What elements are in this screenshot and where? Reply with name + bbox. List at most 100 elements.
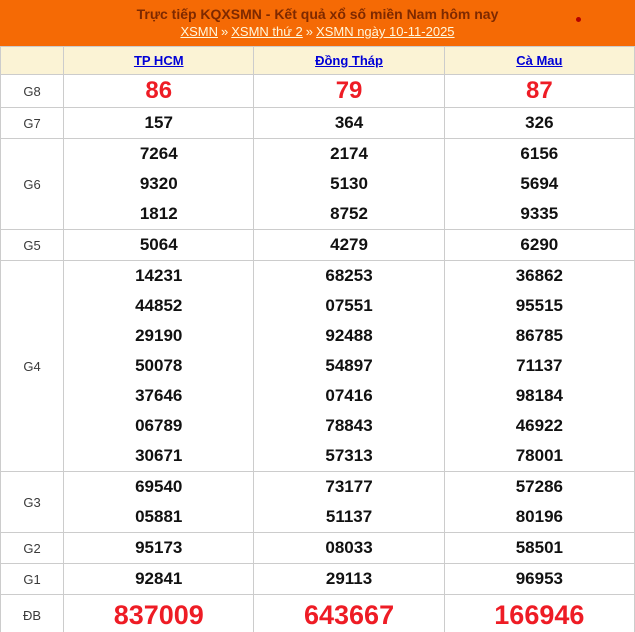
column-header-tphcm: TP HCM xyxy=(63,46,255,75)
result-cell-g8-col0: 86 xyxy=(63,74,255,108)
live-indicator-dot xyxy=(576,17,581,22)
result-number: 29190 xyxy=(135,326,183,345)
result-number: 05881 xyxy=(135,507,183,526)
prize-row-g5: G5 5064 4279 6290 xyxy=(0,229,635,261)
result-cell-g5-col1: 4279 xyxy=(253,229,445,261)
prize-label-g2: G2 xyxy=(0,532,65,564)
result-number: 78843 xyxy=(325,416,373,435)
result-cell-g5-col2: 6290 xyxy=(443,229,635,261)
result-cell-g8-col2: 87 xyxy=(443,74,635,108)
breadcrumb: XSMN» XSMN thứ 2» XSMN ngày 10-11-2025 xyxy=(0,23,635,41)
result-number: 166946 xyxy=(494,600,585,630)
result-number: 4279 xyxy=(330,235,368,254)
result-cell-g1-col0: 92841 xyxy=(63,563,255,595)
result-number: 7264 xyxy=(139,144,178,163)
column-header-dongthap: Đồng Tháp xyxy=(253,46,445,75)
breadcrumb-separator: » xyxy=(221,24,229,39)
prize-row-g6: G6 7264 9320 1812 2174 5130 8752 6156 5694 9335 xyxy=(0,138,635,230)
breadcrumb-link-xsmn-thu-2[interactable]: XSMN thứ 2 xyxy=(231,24,303,39)
result-number: 73177 xyxy=(325,477,373,496)
results-table: TP HCM Đồng Tháp Cà Mau G8 86 79 87 G7 157 364… xyxy=(0,46,635,632)
province-link-camau[interactable]: Cà Mau xyxy=(516,53,563,68)
result-number: 98184 xyxy=(515,386,563,405)
result-number: 30671 xyxy=(135,446,183,465)
result-number: 50078 xyxy=(135,356,183,375)
result-number: 46922 xyxy=(515,416,563,435)
result-number: 157 xyxy=(144,113,173,132)
result-number: 07416 xyxy=(325,386,373,405)
result-cell-g3-col0: 69540 05881 xyxy=(63,471,255,533)
result-cell-db-col1: 643667 xyxy=(253,594,445,632)
prize-row-g7: G7 157 364 326 xyxy=(0,107,635,139)
result-cell-g6-col2: 6156 5694 9335 xyxy=(443,138,635,230)
result-number: 5130 xyxy=(330,174,368,193)
result-number: 80196 xyxy=(515,507,563,526)
result-number: 57286 xyxy=(515,477,563,496)
column-header-camau: Cà Mau xyxy=(443,46,635,75)
result-number: 08033 xyxy=(325,538,373,557)
result-number: 8752 xyxy=(330,204,368,223)
prize-label-g8: G8 xyxy=(0,74,65,108)
result-number: 29113 xyxy=(325,569,373,588)
result-cell-g2-col0: 95173 xyxy=(63,532,255,564)
prize-row-g2: G2 95173 08033 58501 xyxy=(0,532,635,564)
header-bar: Trực tiếp KQXSMN - Kết quả xổ số miền Na… xyxy=(0,0,635,46)
breadcrumb-link-xsmn[interactable]: XSMN xyxy=(180,24,218,39)
result-number: 326 xyxy=(525,113,554,132)
result-cell-g3-col2: 57286 80196 xyxy=(443,471,635,533)
result-number: 37646 xyxy=(135,386,183,405)
prize-label-g1: G1 xyxy=(0,563,65,595)
result-number: 69540 xyxy=(135,477,183,496)
prize-label-db: ĐB xyxy=(0,594,65,632)
result-number: 57313 xyxy=(325,446,373,465)
result-cell-db-col0: 837009 xyxy=(63,594,255,632)
result-cell-g4-col2: 36862 95515 86785 71137 98184 46922 78001 xyxy=(443,260,635,472)
prize-row-db: ĐB 837009 643667 166946 xyxy=(0,594,635,632)
result-cell-g5-col0: 5064 xyxy=(63,229,255,261)
result-number: 71137 xyxy=(516,356,563,375)
prize-row-g4: G4 14231 44852 29190 50078 37646 06789 30671 682… xyxy=(0,260,635,472)
result-number: 54897 xyxy=(325,356,373,375)
result-cell-g1-col1: 29113 xyxy=(253,563,445,595)
result-number: 96953 xyxy=(515,569,563,588)
page-title: Trực tiếp KQXSMN - Kết quả xổ số miền Na… xyxy=(136,6,499,22)
result-cell-g4-col0: 14231 44852 29190 50078 37646 06789 30671 xyxy=(63,260,255,472)
result-number: 86785 xyxy=(515,326,563,345)
result-cell-db-col2: 166946 xyxy=(443,594,635,632)
result-number: 86 xyxy=(145,77,173,104)
province-link-tphcm[interactable]: TP HCM xyxy=(133,53,184,68)
result-number: 06789 xyxy=(135,416,183,435)
result-number: 6156 xyxy=(520,144,559,163)
result-number: 9335 xyxy=(520,204,559,223)
prize-label-g3: G3 xyxy=(0,471,65,533)
result-number: 95515 xyxy=(515,296,563,315)
result-cell-g2-col1: 08033 xyxy=(253,532,445,564)
breadcrumb-separator: » xyxy=(305,24,314,39)
result-number: 837009 xyxy=(113,600,204,630)
result-number: 95173 xyxy=(135,538,183,557)
result-cell-g2-col2: 58501 xyxy=(443,532,635,564)
breadcrumb-link-xsmn-date[interactable]: XSMN ngày 10-11-2025 xyxy=(316,24,455,39)
prize-row-g1: G1 92841 29113 96953 xyxy=(0,563,635,595)
result-number: 2174 xyxy=(330,144,368,163)
result-cell-g7-col1: 364 xyxy=(253,107,445,139)
table-header-row: TP HCM Đồng Tháp Cà Mau xyxy=(0,46,635,75)
province-link-dongthap[interactable]: Đồng Tháp xyxy=(315,53,383,68)
result-number: 44852 xyxy=(135,296,183,315)
prize-label-g6: G6 xyxy=(0,138,65,230)
result-number: 9320 xyxy=(139,174,178,193)
result-cell-g6-col0: 7264 9320 1812 xyxy=(63,138,255,230)
result-number: 5064 xyxy=(139,235,178,254)
result-cell-g8-col1: 79 xyxy=(253,74,445,108)
result-number: 5694 xyxy=(520,174,559,193)
result-number: 07551 xyxy=(325,296,373,315)
result-number: 68253 xyxy=(325,266,373,285)
prize-label-g5: G5 xyxy=(0,229,65,261)
result-cell-g6-col1: 2174 5130 8752 xyxy=(253,138,445,230)
result-number: 87 xyxy=(525,77,553,104)
result-number: 78001 xyxy=(515,446,563,465)
prize-row-g8: G8 86 79 87 xyxy=(0,74,635,108)
result-number: 1812 xyxy=(139,204,178,223)
result-number: 364 xyxy=(334,113,364,132)
